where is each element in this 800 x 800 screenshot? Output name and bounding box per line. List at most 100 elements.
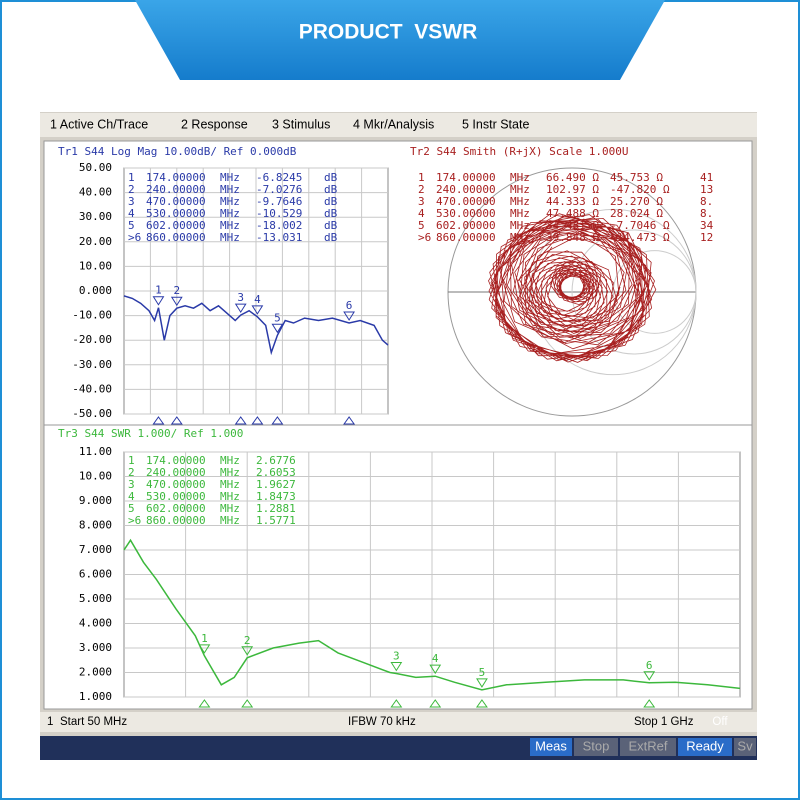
status-button-label[interactable]: ExtRef: [628, 738, 667, 753]
marker-label: 6: [346, 299, 353, 312]
marker-tick: [343, 416, 356, 425]
marker-table-cell: 5: [128, 502, 135, 515]
marker-label: 1: [201, 632, 208, 645]
marker-table-cell: >6: [128, 231, 141, 244]
trace-title: Tr2 S44 Smith (R+jX) Scale 1.000U: [410, 145, 629, 158]
marker-table-cell: -6.8245: [256, 171, 302, 184]
y-tick-label: 30.00: [79, 210, 112, 223]
marker-table-cell: 8.: [700, 207, 713, 220]
marker-table-cell: 1: [418, 171, 425, 184]
marker-table-cell: 1.5771: [256, 514, 296, 527]
marker-table-cell: 174.00000: [146, 171, 206, 184]
marker-table-cell: 174.00000: [436, 171, 496, 184]
marker-table-cell: 3: [418, 195, 425, 208]
marker-table-cell: 4: [128, 207, 135, 220]
marker-table-cell: -7.7046 Ω: [610, 219, 670, 232]
marker-table-cell: 47.488 Ω: [546, 207, 599, 220]
status-button[interactable]: [620, 738, 676, 756]
marker-table-cell: 860.00000: [146, 231, 206, 244]
menu-item[interactable]: 4 Mkr/Analysis: [353, 117, 434, 131]
marker-table-cell: 530.00000: [146, 490, 206, 503]
marker-label: 3: [237, 291, 244, 304]
y-tick-label: 40.00: [79, 186, 112, 199]
trace: [123, 295, 389, 356]
marker-table-cell: 2: [128, 466, 135, 479]
marker-table-cell: 5: [128, 219, 135, 232]
marker-table-cell: 1.2881: [256, 502, 296, 515]
status-button-label[interactable]: Meas: [535, 738, 567, 753]
marker-table-cell: 240.00000: [146, 183, 206, 196]
marker-table-cell: 602.00000: [146, 502, 206, 515]
marker-table-cell: dB: [324, 171, 338, 184]
marker-table-cell: 8.: [700, 195, 713, 208]
marker-triangle: [429, 664, 442, 675]
marker-table-cell: -7.0276: [256, 183, 302, 196]
marker-table-cell: MHz: [510, 183, 530, 196]
status-button-label[interactable]: Sv: [737, 738, 753, 753]
marker-table-cell: 530.00000: [436, 207, 496, 220]
marker-table-cell: 1.8473: [256, 490, 296, 503]
status-button[interactable]: [678, 738, 732, 756]
marker-tick: [241, 699, 254, 708]
y-tick-label: 11.00: [79, 445, 112, 458]
marker-table-cell: MHz: [220, 490, 240, 503]
marker-table-cell: MHz: [510, 207, 530, 220]
y-tick-label: 6.000: [79, 568, 112, 581]
marker-table-cell: 1.9627: [256, 478, 296, 491]
marker-tick: [198, 699, 211, 708]
menu-item[interactable]: 1 Active Ch/Trace: [50, 117, 148, 131]
marker-triangle: [251, 305, 264, 315]
marker-table-cell: 860.00000: [436, 231, 496, 244]
marker-table-cell: 602.00000: [436, 219, 496, 232]
menu-item[interactable]: 3 Stimulus: [272, 117, 330, 131]
marker-table-cell: -10.529: [256, 207, 302, 220]
marker-table-cell: 470.00000: [436, 195, 496, 208]
status-button[interactable]: [734, 738, 756, 756]
marker-table-cell: 174.00000: [146, 454, 206, 467]
marker-tick: [271, 416, 284, 425]
status-button[interactable]: [574, 738, 618, 756]
marker-table-cell: dB: [324, 231, 338, 244]
marker-label: 2: [244, 634, 251, 647]
marker-label: 4: [432, 652, 439, 665]
marker-table-cell: >6: [128, 514, 141, 527]
marker-table-cell: MHz: [220, 466, 240, 479]
marker-label: 1: [155, 284, 162, 297]
marker-triangle: [643, 671, 656, 681]
status-button-label[interactable]: Ready: [686, 738, 724, 753]
y-tick-label: 5.000: [79, 592, 112, 605]
menu-item[interactable]: 2 Response: [181, 117, 248, 131]
marker-triangle: [271, 323, 284, 334]
y-tick-label: 9.000: [79, 494, 112, 507]
y-tick-label: 20.00: [79, 235, 112, 248]
marker-table-cell: 3: [128, 478, 135, 491]
marker-label: 2: [173, 284, 180, 297]
marker-triangle: [343, 311, 355, 321]
marker-table-cell: MHz: [510, 219, 530, 232]
marker-table-cell: MHz: [220, 195, 240, 208]
status-start: Start 50 MHz: [60, 716, 127, 728]
marker-table-cell: MHz: [510, 231, 530, 244]
marker-table-cell: -14.473 Ω: [610, 231, 670, 244]
marker-table-cell: 2.6776: [256, 454, 296, 467]
status-button-label[interactable]: Stop: [583, 738, 610, 753]
status-button[interactable]: [530, 738, 572, 756]
status-off: Off: [712, 716, 728, 728]
marker-tick: [170, 416, 183, 425]
y-tick-label: 4.000: [79, 617, 112, 630]
marker-label: 5: [274, 311, 281, 324]
marker-triangle: [170, 296, 183, 307]
marker-table-cell: 25.270 Ω: [610, 195, 663, 208]
marker-table-cell: 1: [128, 454, 135, 467]
y-tick-label: 3.000: [79, 641, 112, 654]
status-bar: [40, 712, 757, 732]
marker-table-cell: 470.00000: [146, 478, 206, 491]
menu-item[interactable]: 5 Instr State: [462, 117, 529, 131]
marker-tick: [475, 699, 488, 708]
marker-table-cell: 12: [700, 231, 713, 244]
header-title: PRODUCT VSWR: [299, 21, 478, 44]
marker-table-cell: 240.00000: [436, 183, 496, 196]
marker-triangle: [241, 646, 254, 656]
marker-label: 6: [646, 659, 653, 672]
